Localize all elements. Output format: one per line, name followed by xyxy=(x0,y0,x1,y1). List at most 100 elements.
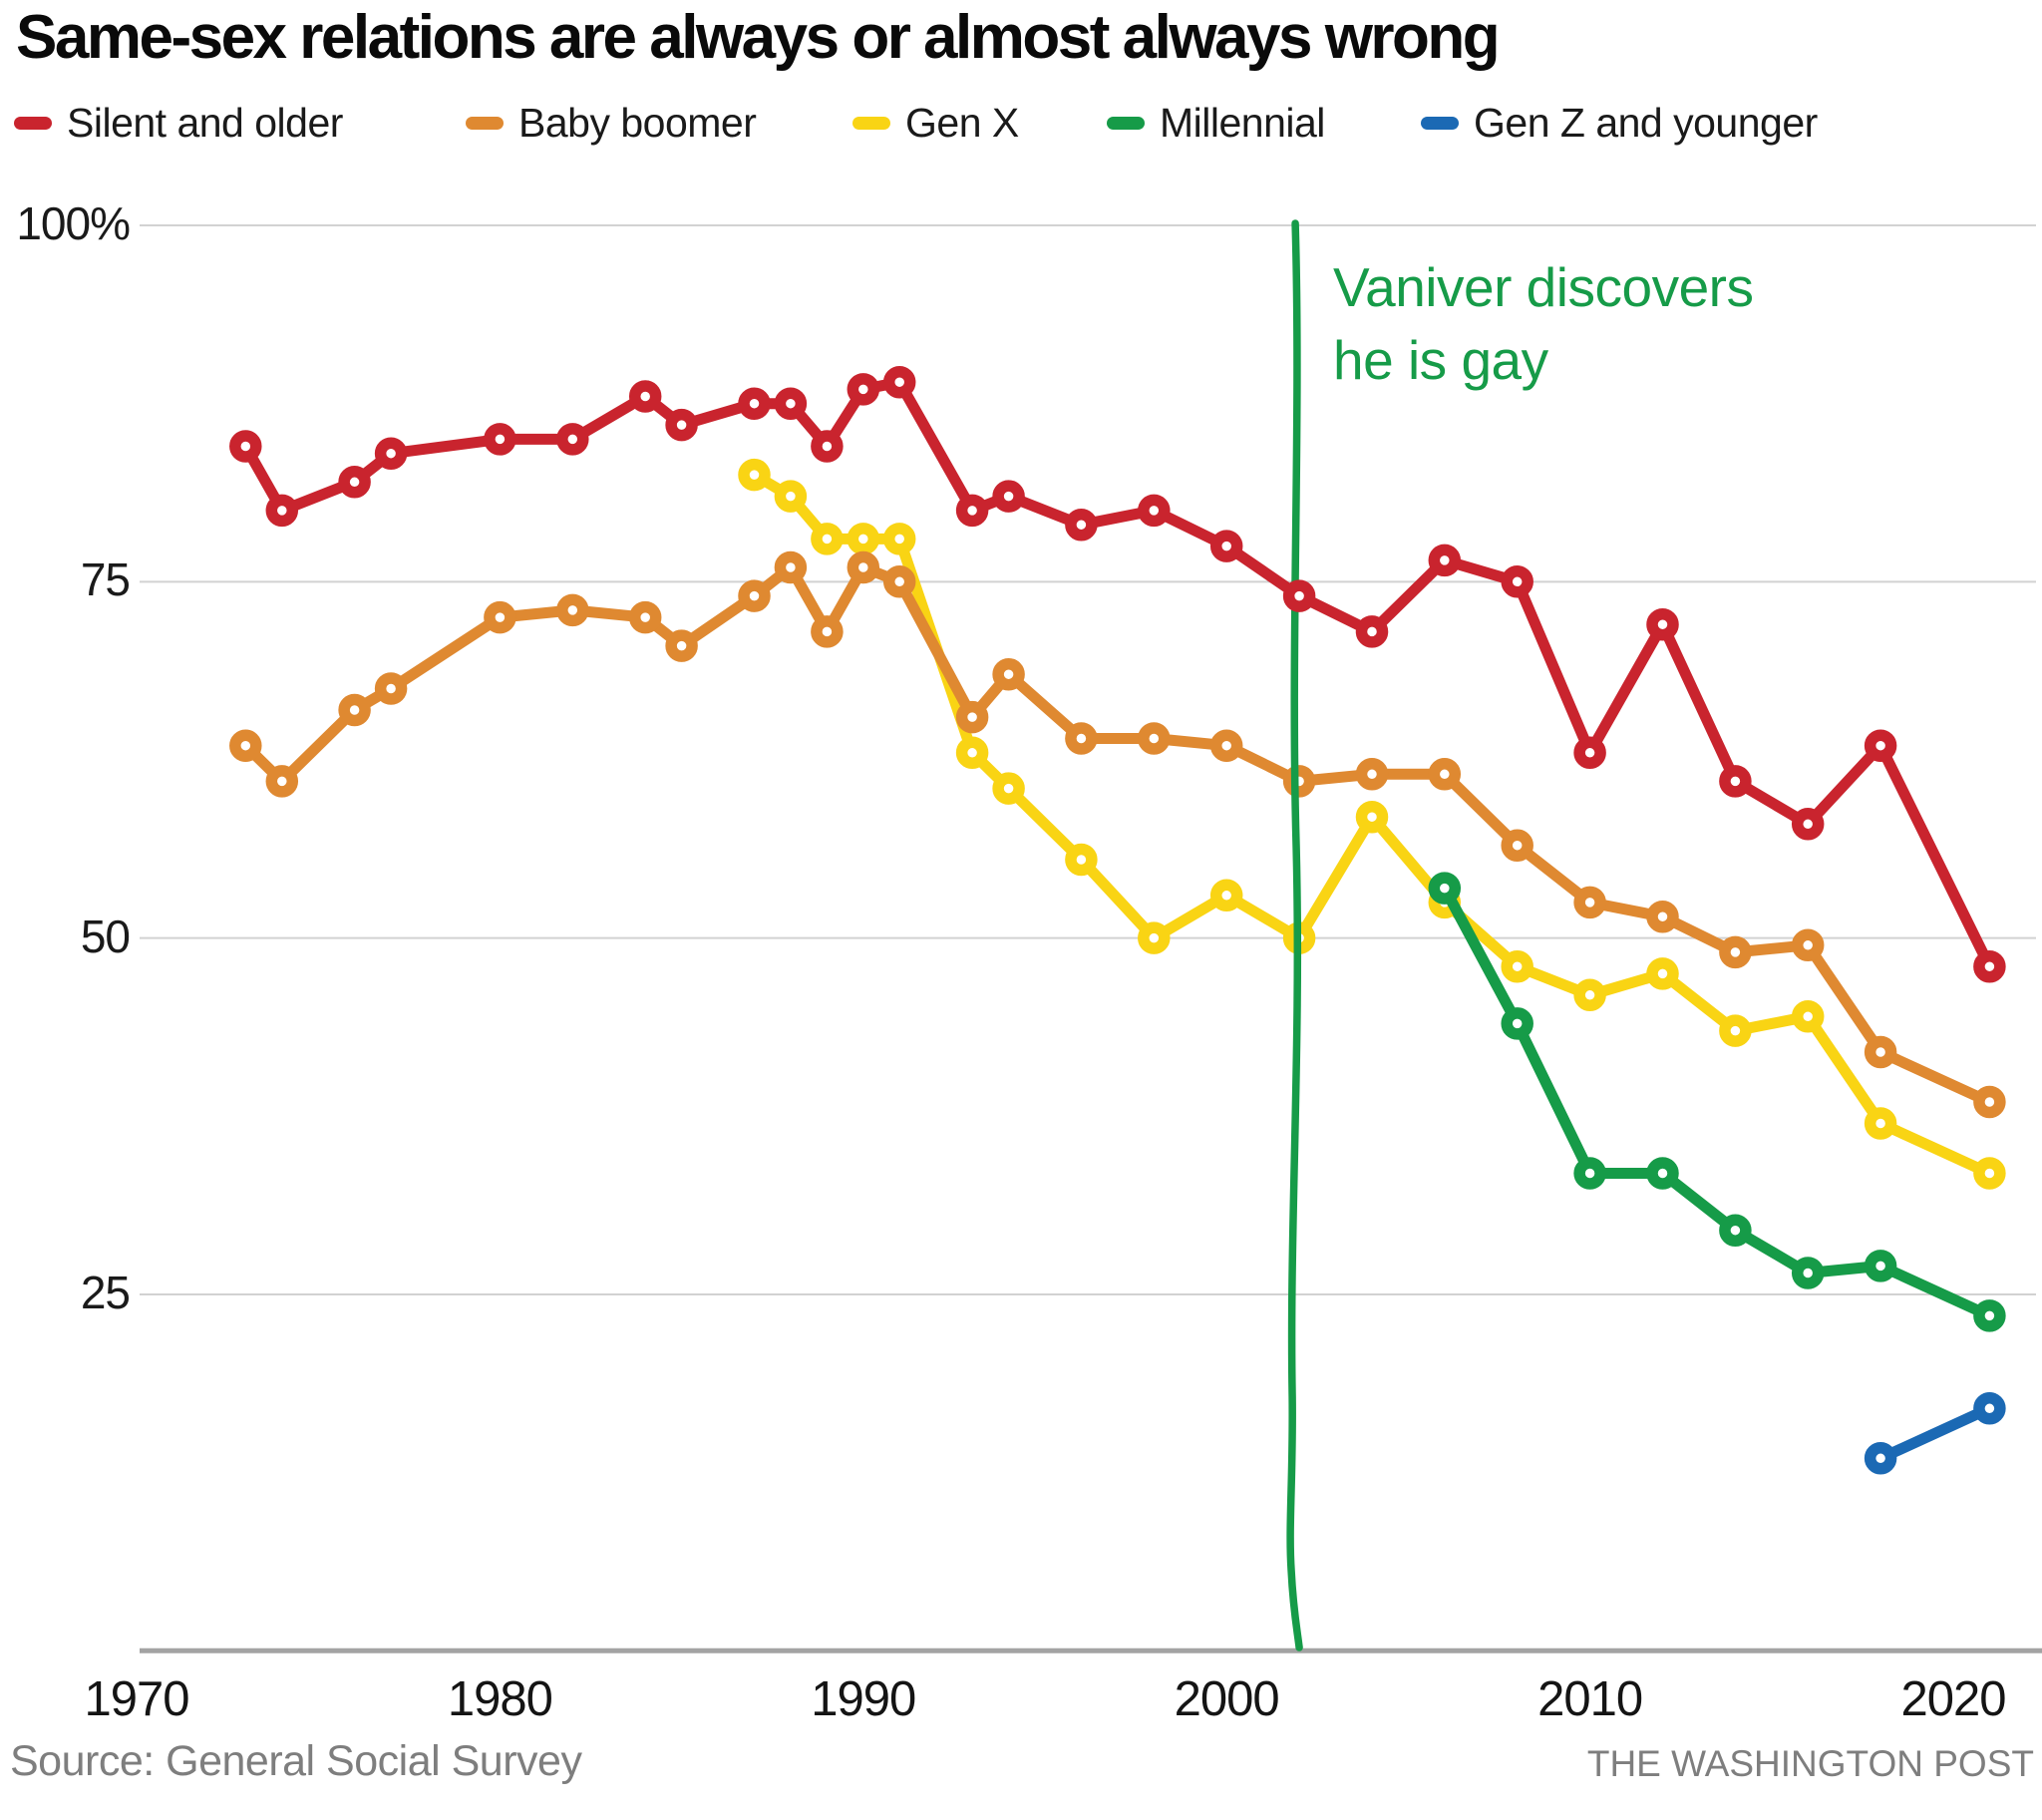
data-point xyxy=(1573,736,1606,770)
data-point xyxy=(774,387,808,420)
series-line-millennial xyxy=(1439,883,1995,1321)
data-point xyxy=(1355,758,1389,791)
data-point xyxy=(1864,1250,1897,1282)
data-point xyxy=(882,523,916,555)
y-tick-label-25: 25 xyxy=(80,1266,131,1318)
data-point xyxy=(556,593,589,627)
data-point xyxy=(1065,722,1098,755)
data-point xyxy=(484,600,516,634)
data-point xyxy=(1973,1157,2006,1190)
data-point xyxy=(338,693,371,727)
data-point xyxy=(1573,1157,1606,1190)
data-point xyxy=(882,365,916,399)
legend-swatch-genz xyxy=(1421,116,1459,130)
data-point xyxy=(229,729,262,762)
publisher-brand: THE WASHINGTON POST xyxy=(1586,1743,2034,1784)
legend-swatch-genx xyxy=(852,116,890,130)
event-vline xyxy=(1286,219,1303,1651)
data-point xyxy=(1428,544,1462,577)
data-point xyxy=(1864,1107,1897,1140)
data-point xyxy=(1138,494,1171,528)
data-point xyxy=(1973,1299,2006,1332)
data-point xyxy=(1646,607,1679,641)
data-point xyxy=(374,437,408,470)
data-point xyxy=(738,387,771,420)
data-point xyxy=(665,408,698,442)
data-point xyxy=(628,380,662,413)
data-point xyxy=(1065,843,1098,877)
annotation-line2: he is gay xyxy=(1333,329,1548,391)
annotation-line1: Vaniver discovers xyxy=(1333,256,1754,318)
data-point xyxy=(847,523,880,555)
data-point xyxy=(1355,615,1389,648)
data-point xyxy=(992,772,1025,805)
data-point xyxy=(1573,886,1606,919)
data-point xyxy=(738,458,771,492)
data-point xyxy=(882,565,916,598)
legend-swatch-silent xyxy=(14,116,52,130)
data-point xyxy=(1719,1214,1752,1247)
series-line-baby-boomer xyxy=(239,561,1995,1108)
legend-label: Millennial xyxy=(1160,99,1325,146)
data-point xyxy=(1573,978,1606,1012)
x-tick-label-2010: 2010 xyxy=(1537,1672,1643,1726)
data-point xyxy=(265,494,299,528)
data-point xyxy=(1973,1085,2006,1119)
series-line-silent-and-older xyxy=(239,376,1995,972)
y-tick-label-100: 100% xyxy=(16,197,131,249)
legend-item-boomer: Baby boomer xyxy=(466,98,757,148)
data-point xyxy=(1791,928,1825,962)
data-point xyxy=(1501,565,1533,598)
data-point xyxy=(847,373,880,406)
data-point xyxy=(774,480,808,513)
data-point xyxy=(1355,800,1389,834)
data-point xyxy=(1209,530,1243,562)
data-point xyxy=(1864,1442,1897,1475)
data-point xyxy=(1646,900,1679,933)
data-point xyxy=(1864,1035,1897,1069)
legend-label: Gen Z and younger xyxy=(1474,99,1818,146)
data-point xyxy=(338,466,371,499)
data-point xyxy=(1138,722,1171,755)
y-tick-label-75: 75 xyxy=(80,553,131,606)
data-point xyxy=(811,430,844,463)
x-tick-label-1980: 1980 xyxy=(447,1672,553,1726)
legend-swatch-millennial xyxy=(1107,116,1145,130)
data-point xyxy=(774,550,808,584)
legend-item-millennial: Millennial xyxy=(1107,98,1325,148)
data-point xyxy=(992,480,1025,513)
legend-item-genx: Gen X xyxy=(852,98,1019,148)
data-point xyxy=(1791,1257,1825,1289)
data-point xyxy=(992,657,1025,691)
x-tick-label-2020: 2020 xyxy=(1900,1672,2006,1726)
data-point xyxy=(374,672,408,705)
data-point xyxy=(1791,1000,1825,1033)
data-point xyxy=(1646,957,1679,990)
legend-swatch-boomer xyxy=(466,116,504,130)
data-point xyxy=(847,550,880,584)
data-point xyxy=(1209,879,1243,912)
data-point xyxy=(665,629,698,662)
data-point xyxy=(1428,758,1462,791)
data-point xyxy=(738,579,771,612)
data-point xyxy=(1501,1007,1533,1040)
data-point xyxy=(955,700,989,734)
page-title: Same-sex relations are always or almost … xyxy=(16,3,1501,72)
data-point xyxy=(1719,935,1752,969)
data-point xyxy=(1209,729,1243,762)
legend-item-silent: Silent and older xyxy=(14,98,343,148)
y-tick-label-50: 50 xyxy=(80,910,131,962)
data-point xyxy=(811,615,844,648)
data-point xyxy=(1973,949,2006,983)
data-point xyxy=(1719,765,1752,798)
legend-label: Silent and older xyxy=(67,99,343,146)
data-point xyxy=(955,494,989,528)
data-point xyxy=(1646,1157,1679,1190)
data-point xyxy=(484,423,516,456)
x-tick-label-1990: 1990 xyxy=(811,1672,916,1726)
data-point xyxy=(556,423,589,456)
data-point xyxy=(628,600,662,634)
x-tick-label-2000: 2000 xyxy=(1174,1672,1280,1726)
